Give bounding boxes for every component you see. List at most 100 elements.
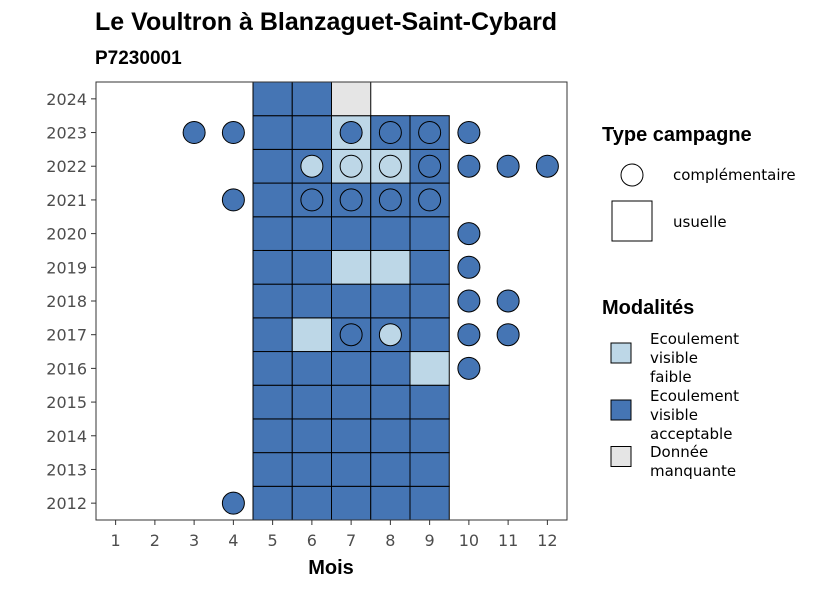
legend-type-label-usuelle: usuelle	[673, 213, 727, 231]
point-2023-8	[378, 121, 402, 145]
tile-2019-5	[252, 249, 293, 285]
legend-modalite-swatch-1	[610, 399, 632, 421]
y-tick-label-2021: 2021	[46, 191, 87, 210]
y-tick-label-2018: 2018	[46, 292, 87, 311]
x-tick-label-4: 4	[228, 531, 238, 550]
x-tick-label-7: 7	[346, 531, 356, 550]
usuelle-tiles	[252, 81, 450, 521]
point-2022-11	[496, 154, 520, 178]
legend-modalite-label-1-1: visible	[650, 406, 698, 424]
tile-2022-5	[252, 148, 293, 184]
point-2012-4	[221, 491, 245, 515]
tile-2018-9	[409, 283, 450, 319]
tile-2015-8	[370, 384, 411, 420]
point-2019-10	[457, 255, 481, 279]
tile-2019-6	[291, 249, 332, 285]
chart-title: Le Voultron à Blanzaguet-Saint-Cybard	[95, 8, 557, 36]
y-axis: 2012 2013 2014 2015 2016 2017 2018 2019 2020 2021…	[46, 90, 96, 513]
x-tick-label-2: 2	[150, 531, 160, 550]
tile-2015-6	[291, 384, 332, 420]
legend-modalites-title: Modalités	[602, 297, 694, 319]
y-tick-label-2014: 2014	[46, 427, 87, 446]
tile-2012-8	[370, 485, 411, 521]
legend-modalite-label-1-2: acceptable	[650, 425, 732, 443]
point-2022-8	[378, 154, 402, 178]
point-2017-7	[339, 323, 363, 347]
y-tick-label-2017: 2017	[46, 326, 87, 345]
tile-2020-6	[291, 216, 332, 251]
legend-modalites: Modalités EcoulementvisiblefaibleEcoulem…	[602, 297, 739, 480]
legend-modalite-swatch-0	[610, 342, 632, 364]
tile-2019-8	[370, 249, 411, 285]
legend-modalite-label-2-0: Donnée	[650, 443, 708, 461]
tile-2014-7	[331, 418, 372, 454]
tile-2013-9	[409, 452, 450, 487]
point-2023-7	[339, 121, 363, 145]
x-axis: 1 2 3 4 5 6 7 8 9 10 11 12	[111, 520, 558, 550]
legend-type-label-complementaire: complémentaire	[673, 166, 796, 184]
tile-2024-7	[331, 81, 372, 117]
x-tick-label-5: 5	[268, 531, 278, 550]
legend-modalite-swatch-2	[610, 446, 632, 467]
complementaire-points	[182, 121, 559, 515]
tile-2018-5	[252, 283, 293, 319]
tile-2013-5	[252, 452, 293, 487]
point-2020-10	[457, 222, 481, 246]
tile-2017-9	[409, 317, 450, 353]
tile-2024-5	[252, 81, 293, 117]
point-2022-10	[457, 154, 481, 178]
y-tick-label-2016: 2016	[46, 359, 87, 378]
x-tick-label-6: 6	[307, 531, 317, 550]
tile-2015-5	[252, 384, 293, 420]
plot-area	[95, 81, 568, 521]
tile-2020-7	[331, 216, 372, 251]
y-tick-label-2022: 2022	[46, 157, 87, 176]
point-2017-8	[378, 323, 402, 347]
tile-2016-6	[291, 351, 332, 386]
tile-2019-7	[331, 249, 372, 285]
tile-2016-5	[252, 351, 293, 386]
legend-modalite-label-2-1: manquante	[650, 462, 736, 480]
tile-2020-8	[370, 216, 411, 251]
x-tick-label-10: 10	[459, 531, 479, 550]
x-tick-label-1: 1	[111, 531, 121, 550]
point-2022-6	[300, 154, 324, 178]
x-tick-label-8: 8	[385, 531, 395, 550]
point-2018-10	[457, 289, 481, 313]
tile-2019-9	[409, 249, 450, 285]
point-2017-10	[457, 323, 481, 347]
y-tick-label-2023: 2023	[46, 124, 87, 143]
point-2021-4	[221, 188, 245, 212]
tile-2023-5	[252, 115, 293, 150]
point-2022-12	[535, 154, 559, 178]
tile-2018-6	[291, 283, 332, 319]
tile-2012-9	[409, 485, 450, 521]
y-tick-label-2013: 2013	[46, 460, 87, 479]
point-2023-10	[457, 121, 481, 145]
legend-modalite-label-0-2: faible	[650, 368, 692, 386]
legend-type-title: Type campagne	[602, 124, 752, 146]
y-tick-label-2012: 2012	[46, 494, 87, 513]
legend-circle-symbol	[620, 163, 644, 187]
tile-2018-7	[331, 283, 372, 319]
chart-subtitle: P7230001	[95, 48, 182, 69]
legend-square-symbol	[611, 200, 653, 242]
x-axis-title: Mois	[308, 557, 354, 579]
tile-2020-9	[409, 216, 450, 251]
tile-2014-6	[291, 418, 332, 454]
legend-modalite-label-1-0: Ecoulement	[650, 387, 739, 405]
tile-2017-6	[291, 317, 332, 353]
tile-2016-7	[331, 351, 372, 386]
point-2021-6	[300, 188, 324, 212]
y-tick-label-2020: 2020	[46, 225, 87, 244]
x-tick-label-12: 12	[537, 531, 557, 550]
tile-2012-7	[331, 485, 372, 521]
point-2021-9	[418, 188, 442, 212]
legend-modalite-label-0-0: Ecoulement	[650, 330, 739, 348]
tile-2015-9	[409, 384, 450, 420]
x-tick-label-11: 11	[498, 531, 518, 550]
point-2022-9	[418, 154, 442, 178]
tile-2023-6	[291, 115, 332, 150]
tile-2018-8	[370, 283, 411, 319]
